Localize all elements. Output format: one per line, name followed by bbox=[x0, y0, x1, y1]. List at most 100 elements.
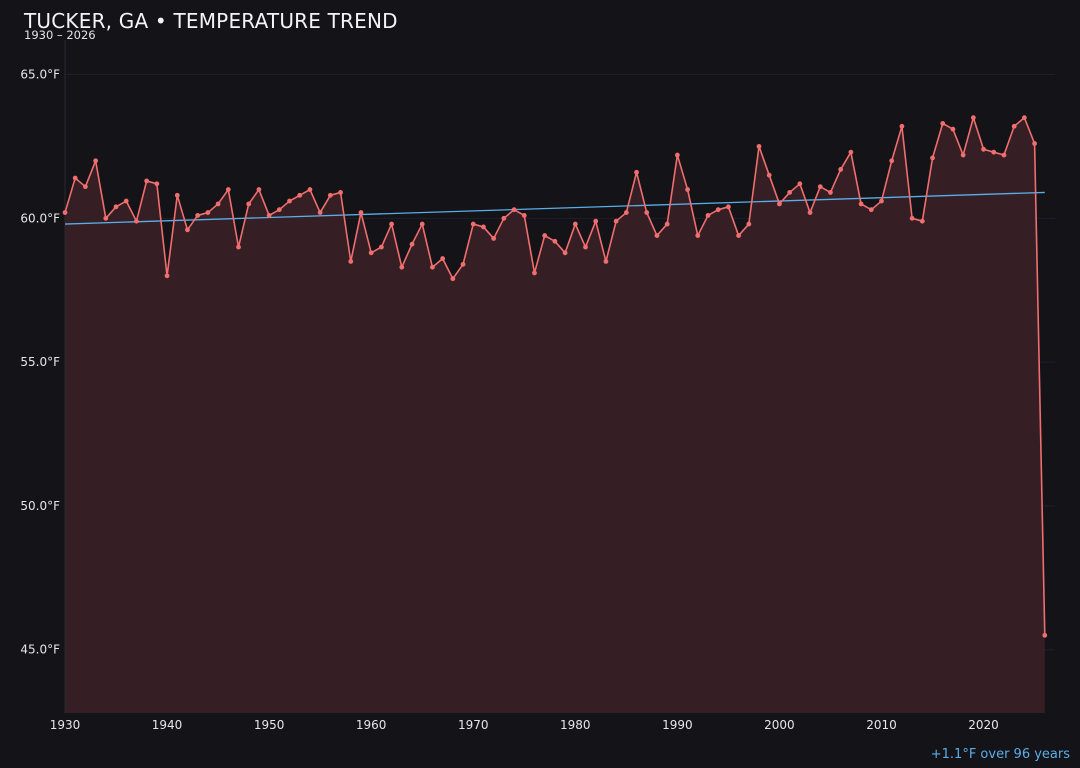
data-point bbox=[430, 264, 435, 270]
data-point bbox=[440, 256, 446, 261]
data-point bbox=[726, 204, 731, 210]
data-point bbox=[817, 184, 823, 190]
data-point bbox=[103, 215, 109, 221]
x-tick-label: 2000 bbox=[764, 718, 795, 732]
y-tick-label: 45.0°F bbox=[20, 643, 60, 657]
y-tick-labels: 45.0°F 50.0°F 55.0°F 60.0°F 65.0°F bbox=[20, 68, 60, 657]
data-point bbox=[481, 224, 486, 230]
x-tick-label: 1940 bbox=[152, 718, 183, 732]
data-point bbox=[909, 215, 915, 221]
data-point bbox=[532, 270, 537, 276]
data-point bbox=[868, 207, 874, 213]
data-point bbox=[236, 244, 241, 250]
data-point bbox=[674, 152, 680, 158]
area-fill-layer bbox=[65, 117, 1045, 713]
data-point bbox=[766, 172, 772, 178]
data-point bbox=[317, 210, 323, 215]
trend-annotation: +1.1°F over 96 years bbox=[930, 747, 1070, 762]
data-point bbox=[470, 221, 476, 227]
data-point bbox=[919, 218, 925, 224]
data-point bbox=[583, 244, 588, 250]
data-point bbox=[62, 210, 68, 215]
trend-line bbox=[64, 191, 1045, 225]
data-point bbox=[899, 123, 905, 129]
series-area-fill bbox=[65, 117, 1045, 713]
data-point bbox=[419, 221, 425, 227]
data-point bbox=[1021, 115, 1027, 121]
data-point bbox=[634, 169, 639, 175]
data-point bbox=[695, 233, 701, 238]
y-tick-label: 60.0°F bbox=[20, 211, 60, 225]
x-tick-label: 1960 bbox=[356, 718, 387, 732]
y-tick-label: 65.0°F bbox=[20, 68, 60, 82]
data-point bbox=[368, 250, 374, 256]
data-point bbox=[1001, 152, 1007, 158]
data-point bbox=[542, 233, 548, 238]
data-points bbox=[62, 115, 1048, 638]
data-point bbox=[450, 276, 456, 282]
data-point bbox=[787, 190, 793, 195]
data-point bbox=[613, 218, 619, 224]
x-tick-label: 1930 bbox=[50, 718, 81, 732]
data-point bbox=[185, 227, 190, 233]
data-point bbox=[501, 215, 507, 221]
data-point bbox=[552, 238, 558, 244]
data-point bbox=[756, 144, 762, 149]
data-point bbox=[572, 221, 578, 227]
data-point bbox=[399, 264, 405, 270]
data-point bbox=[1042, 632, 1048, 638]
data-point bbox=[970, 115, 976, 121]
x-tick-label: 2010 bbox=[866, 718, 897, 732]
x-tick-label: 1990 bbox=[662, 718, 693, 732]
data-point bbox=[960, 152, 966, 158]
data-point bbox=[664, 221, 670, 227]
data-point bbox=[83, 184, 88, 190]
data-point bbox=[389, 221, 394, 227]
data-point bbox=[1011, 123, 1017, 129]
data-point bbox=[72, 175, 78, 181]
data-point bbox=[715, 207, 721, 213]
data-point bbox=[879, 198, 884, 204]
data-point bbox=[848, 149, 854, 155]
data-point bbox=[562, 250, 568, 256]
data-point bbox=[491, 236, 497, 241]
trend-layer bbox=[64, 191, 1045, 225]
data-point bbox=[460, 261, 466, 267]
data-point bbox=[134, 218, 139, 224]
data-point bbox=[409, 241, 415, 247]
data-point bbox=[705, 213, 711, 218]
data-point bbox=[511, 207, 517, 213]
y-tick-label: 50.0°F bbox=[20, 499, 60, 513]
chart-title: TUCKER, GA • TEMPERATURE TREND bbox=[24, 9, 398, 33]
data-point bbox=[174, 192, 180, 198]
x-tick-label: 2020 bbox=[968, 718, 999, 732]
data-point bbox=[654, 233, 660, 238]
data-point bbox=[828, 190, 833, 195]
data-point bbox=[225, 187, 231, 192]
data-point bbox=[930, 155, 935, 161]
data-point bbox=[838, 167, 844, 172]
x-tick-label: 1970 bbox=[458, 718, 489, 732]
data-point bbox=[113, 204, 119, 210]
data-point bbox=[858, 201, 864, 207]
data-point bbox=[205, 210, 211, 215]
y-tick-label: 55.0°F bbox=[20, 355, 60, 369]
data-point bbox=[797, 181, 803, 187]
data-point bbox=[144, 178, 150, 184]
data-point bbox=[154, 181, 160, 187]
data-point bbox=[991, 149, 997, 155]
data-point bbox=[981, 146, 986, 152]
data-point bbox=[940, 121, 946, 126]
data-point bbox=[307, 187, 313, 192]
data-point bbox=[593, 218, 599, 224]
data-point bbox=[521, 213, 527, 218]
data-point bbox=[685, 187, 690, 192]
data-point bbox=[93, 158, 99, 164]
data-point bbox=[623, 210, 629, 215]
data-point bbox=[287, 198, 292, 204]
x-tick-label: 1980 bbox=[560, 718, 591, 732]
data-point bbox=[807, 210, 813, 215]
data-point bbox=[603, 259, 609, 264]
data-point bbox=[348, 259, 354, 264]
